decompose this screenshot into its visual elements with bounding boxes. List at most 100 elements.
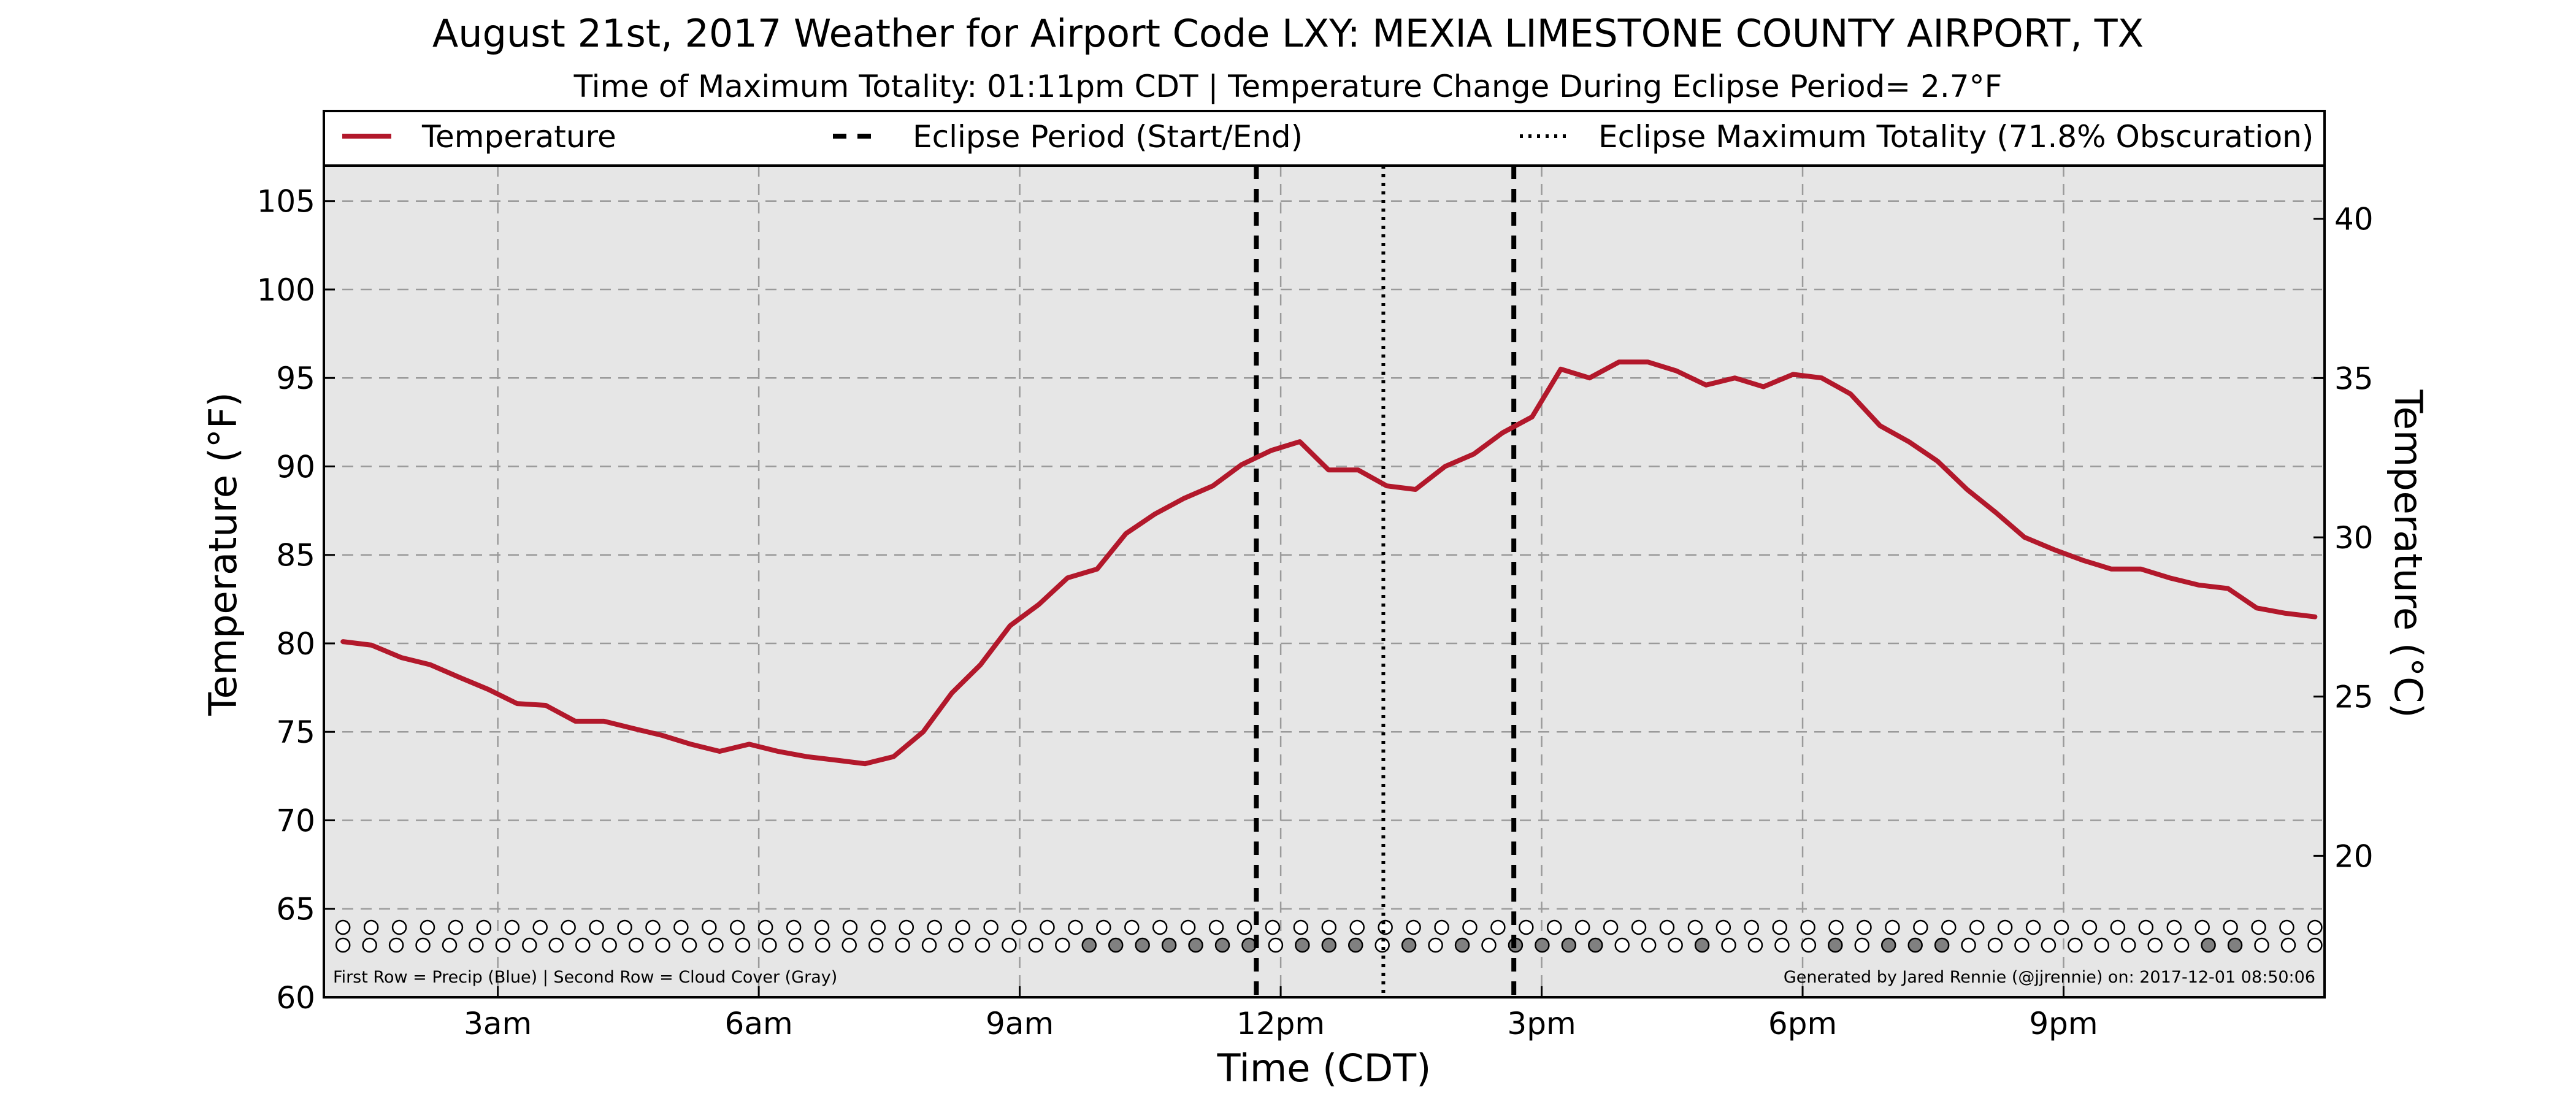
precip-marker — [532, 919, 548, 935]
precip-marker — [1715, 919, 1731, 935]
precip-marker — [2307, 919, 2323, 935]
precip-marker — [504, 919, 520, 935]
precip-marker — [589, 919, 604, 935]
x-tick-label: 9pm — [2029, 1006, 2098, 1041]
cloud-cover-marker — [1241, 937, 1257, 953]
cloud-cover-marker — [388, 937, 404, 953]
precip-marker — [1687, 919, 1703, 935]
cloud-cover-marker — [1747, 937, 1763, 953]
precip-marker — [1997, 919, 2013, 935]
cloud-cover-marker — [975, 937, 991, 953]
precip-marker — [645, 919, 661, 935]
precip-marker — [2223, 919, 2238, 935]
cloud-cover-marker — [762, 937, 777, 953]
precip-marker — [702, 919, 717, 935]
cloud-cover-marker — [788, 937, 804, 953]
y-tick-label: 85 — [276, 538, 315, 573]
cloud-cover-marker — [1987, 937, 2003, 953]
precip-marker — [1631, 919, 1647, 935]
cloud-cover-marker — [2147, 937, 2163, 953]
precip-cloud-marker-rows — [335, 919, 2323, 953]
credit-note: Generated by Jared Rennie (@jjrennie) on… — [1784, 968, 2315, 987]
precip-marker — [2025, 919, 2041, 935]
precip-marker — [2166, 919, 2182, 935]
precip-marker — [1828, 919, 1844, 935]
precip-marker — [1969, 919, 1985, 935]
precip-marker — [617, 919, 632, 935]
precip-marker — [1519, 919, 1534, 935]
precip-marker — [1152, 919, 1168, 935]
precip-marker — [2082, 919, 2098, 935]
y2-tick-label: 40 — [2334, 202, 2374, 237]
plot-area — [324, 166, 2325, 997]
cloud-cover-marker — [575, 937, 591, 953]
cloud-cover-marker — [2068, 937, 2083, 953]
cloud-cover-marker — [1907, 937, 1923, 953]
precip-marker — [1293, 919, 1309, 935]
cloud-cover-marker — [895, 937, 910, 953]
cloud-cover-marker — [1108, 937, 1124, 953]
x-tick-label: 3am — [464, 1006, 532, 1041]
precip-marker — [1406, 919, 1421, 935]
precip-marker — [983, 919, 999, 935]
cloud-cover-marker — [548, 937, 564, 953]
cloud-cover-marker — [1321, 937, 1337, 953]
cloud-cover-marker — [335, 937, 351, 953]
cloud-cover-marker — [1588, 937, 1603, 953]
precip-marker — [561, 919, 576, 935]
precip-marker — [1265, 919, 1281, 935]
precip-marker — [448, 919, 464, 935]
precip-marker — [1913, 919, 1928, 935]
cloud-cover-marker — [1135, 937, 1150, 953]
eclipse-lines — [1254, 166, 1517, 997]
cloud-cover-marker — [1214, 937, 1230, 953]
cloud-cover-marker — [362, 937, 377, 953]
cloud-cover-marker — [1295, 937, 1310, 953]
cloud-cover-marker — [1081, 937, 1097, 953]
precip-marker — [2053, 919, 2069, 935]
cloud-cover-marker — [1347, 937, 1363, 953]
cloud-cover-marker — [2227, 937, 2243, 953]
precip-marker — [1772, 919, 1787, 935]
cloud-cover-marker — [921, 937, 937, 953]
precip-marker — [729, 919, 745, 935]
y-tick-label: 60 — [276, 980, 315, 1016]
precip-marker — [2195, 919, 2210, 935]
cloud-cover-marker — [1481, 937, 1497, 953]
precip-marker — [391, 919, 407, 935]
y2-tick-label: 25 — [2334, 680, 2374, 715]
precip-marker — [1603, 919, 1619, 935]
cloud-cover-marker — [1828, 937, 1843, 953]
cloud-cover-marker — [628, 937, 644, 953]
legend: Temperature Eclipse Period (Start/End) E… — [323, 110, 2326, 167]
precip-marker — [1124, 919, 1140, 935]
cloud-cover-marker — [1614, 937, 1630, 953]
cloud-cover-marker — [1535, 937, 1550, 953]
y-axis-label-left: Temperature (°F) — [201, 392, 245, 716]
cloud-cover-marker — [1801, 937, 1817, 953]
legend-temperature-label: Temperature — [421, 119, 616, 155]
cloud-cover-marker — [2307, 937, 2323, 953]
x-tick-label: 6pm — [1768, 1006, 1837, 1041]
row-note: First Row = Precip (Blue) | Second Row =… — [333, 968, 837, 987]
y-axis-left: 60 65 70 75 80 85 90 95 100 105 — [257, 184, 335, 1016]
cloud-cover-marker — [681, 937, 697, 953]
cloud-cover-marker — [1561, 937, 1577, 953]
precip-marker — [363, 919, 379, 935]
precip-marker — [2279, 919, 2294, 935]
y-axis-label-right: Temperature (°C) — [2386, 389, 2431, 718]
cloud-cover-marker — [1161, 937, 1177, 953]
precip-marker — [786, 919, 802, 935]
precip-marker — [1180, 919, 1196, 935]
precip-marker — [2110, 919, 2126, 935]
cloud-cover-marker — [2094, 937, 2110, 953]
chart-subtitle: Time of Maximum Totality: 01:11pm CDT | … — [573, 69, 2003, 104]
precip-marker — [2138, 919, 2154, 935]
y-tick-label: 100 — [257, 272, 315, 308]
precip-marker — [870, 919, 886, 935]
x-tick-label: 3pm — [1507, 1006, 1576, 1041]
cloud-cover-marker — [522, 937, 537, 953]
precip-marker — [335, 919, 351, 935]
x-tick-label: 6am — [725, 1006, 793, 1041]
